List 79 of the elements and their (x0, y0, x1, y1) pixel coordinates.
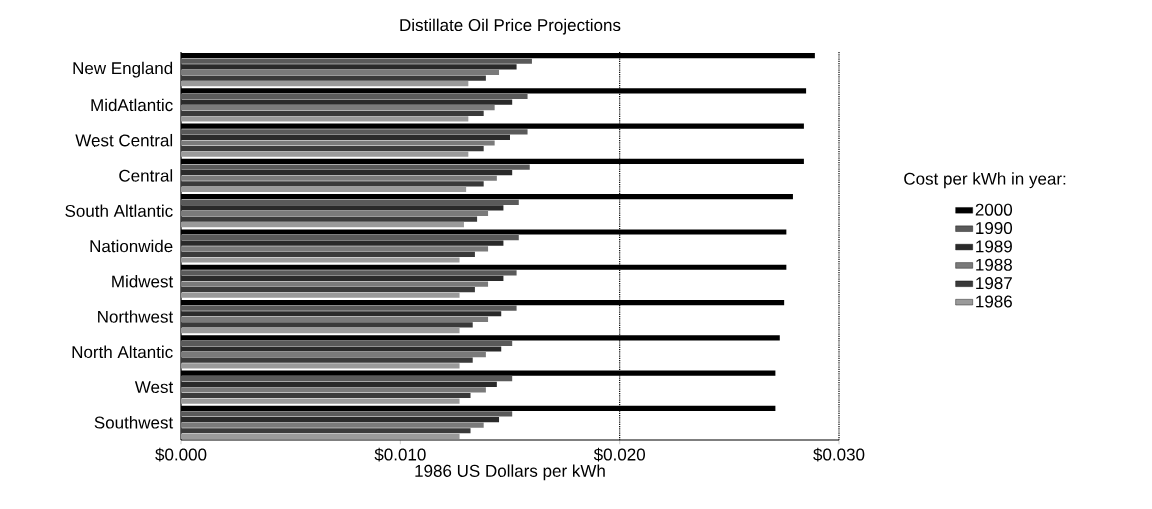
x-tick-label: $0.030 (813, 447, 865, 462)
legend-label: 1988 (976, 258, 1012, 271)
bar (181, 75, 486, 81)
bar (181, 327, 460, 334)
bar (181, 116, 469, 122)
bar (181, 346, 502, 352)
y-tick-label: New England (73, 61, 173, 78)
bar (181, 281, 489, 287)
bar (181, 251, 475, 257)
bar (181, 140, 495, 146)
y-tick-label: MidAtlantic (91, 98, 173, 112)
bar (181, 175, 497, 181)
bar (181, 246, 489, 252)
bar (181, 257, 460, 263)
x-tick-label: $0.000 (155, 447, 207, 462)
y-tick-label: West Central (75, 133, 173, 147)
bar (181, 287, 475, 293)
bar (181, 381, 497, 387)
bar (181, 363, 460, 369)
bar (181, 275, 504, 282)
bar (181, 186, 467, 193)
bar (181, 270, 517, 276)
bar (181, 305, 517, 311)
bar (181, 222, 464, 228)
bar (181, 170, 513, 176)
y-tick-label: Nationwide (90, 239, 173, 253)
bar (181, 240, 504, 246)
bar (181, 322, 473, 328)
bar (181, 99, 513, 105)
bar (181, 210, 489, 217)
legend-title: Cost per kWh in year: (904, 172, 1066, 189)
bar (181, 433, 460, 439)
bar (181, 81, 469, 87)
y-tick-label: Midwest (112, 275, 174, 288)
bar (181, 181, 484, 187)
bar (181, 316, 489, 322)
bar (181, 93, 528, 100)
bar (181, 235, 519, 241)
bar (181, 105, 495, 111)
legend-label: 1990 (976, 222, 1013, 235)
bar (181, 416, 500, 423)
bar (181, 110, 484, 116)
bar (181, 216, 478, 222)
bar (181, 352, 486, 358)
bar (181, 145, 484, 152)
bar (181, 411, 513, 417)
bar (181, 292, 460, 298)
bar (181, 164, 530, 170)
bar (181, 357, 473, 363)
x-tick-label: $0.010 (374, 447, 426, 462)
bar (181, 311, 502, 317)
y-tick-label: South Altlantic (65, 204, 173, 217)
legend-label: 1986 (976, 295, 1012, 308)
legend-label: 2000 (975, 203, 1013, 216)
bar (181, 199, 519, 205)
bar (181, 376, 513, 382)
y-tick-label: Central (119, 169, 173, 182)
x-axis-title: 1986 US Dollars per kWh (415, 464, 605, 481)
y-tick-label: Northwest (98, 310, 174, 323)
legend-label: 1989 (976, 240, 1012, 253)
bar (181, 340, 513, 347)
chart-title: Distillate Oil Price Projections (400, 18, 621, 35)
bar (181, 387, 486, 393)
bar (181, 428, 471, 434)
bar (181, 69, 500, 76)
bar (181, 422, 484, 428)
bar (181, 392, 471, 399)
y-tick-label: Southwest (94, 416, 174, 429)
bar (181, 64, 517, 70)
bar (181, 151, 469, 157)
bar (181, 58, 532, 64)
y-tick-label: West (134, 381, 174, 394)
legend-label: 1987 (976, 277, 1012, 290)
bar (181, 134, 510, 140)
bar (181, 205, 504, 211)
bar (181, 129, 528, 135)
x-tick-label: $0.020 (593, 447, 645, 462)
y-tick-label: North Altantic (72, 345, 173, 359)
bar (181, 398, 460, 404)
